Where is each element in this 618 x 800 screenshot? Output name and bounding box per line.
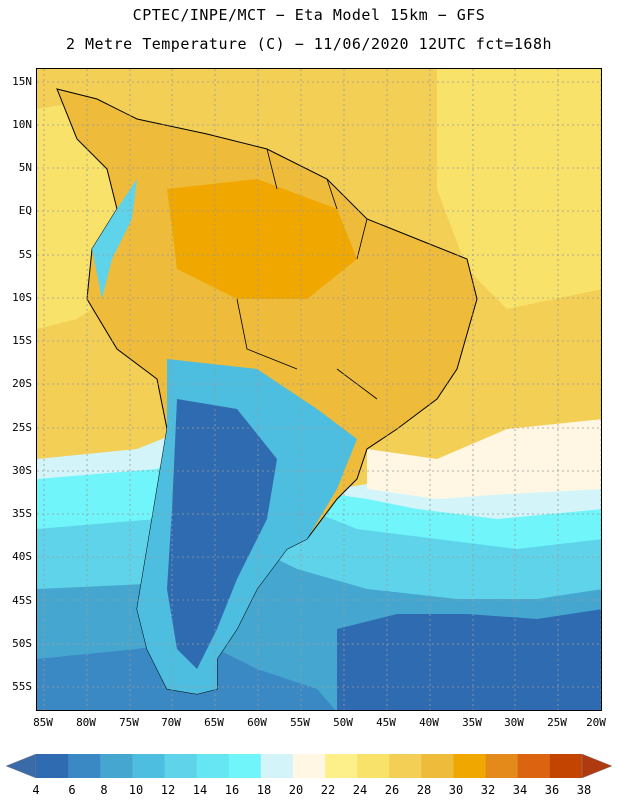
lon-label-35w: 35W [462, 716, 482, 729]
lon-label-20w: 20W [586, 716, 606, 729]
colorbar-right-arrow [581, 754, 612, 778]
colorbar-label-14: 14 [192, 783, 208, 797]
lat-label-30s: 30S [12, 464, 32, 477]
lon-label-65w: 65W [204, 716, 224, 729]
colorbar-label-24: 24 [352, 783, 368, 797]
lat-label-5n: 5N [18, 161, 32, 174]
lat-label-15s: 15S [12, 334, 32, 347]
lon-label-70w: 70W [161, 716, 181, 729]
map-title-line1: CPTEC/INPE/MCT − Eta Model 15km − GFS [132, 6, 486, 24]
lon-label-75w: 75W [119, 716, 139, 729]
colorbar-label-36: 36 [544, 783, 560, 797]
lon-label-55w: 55W [290, 716, 310, 729]
colorbar-cell [68, 754, 101, 778]
patagonia-cold [167, 399, 277, 669]
map-title-line2: 2 Metre Temperature (C) − 11/06/2020 12U… [65, 35, 553, 53]
lon-label-80w: 80W [76, 716, 96, 729]
lon-label-25w: 25W [547, 716, 567, 729]
colorbar-label-26: 26 [384, 783, 400, 797]
colorbar-cell [389, 754, 422, 778]
lat-label-35s: 35S [12, 507, 32, 520]
colorbar-label-18: 18 [256, 783, 272, 797]
colorbar-cell [549, 754, 583, 778]
lat-label-10s: 10S [12, 291, 32, 304]
colorbar-cell [196, 754, 230, 778]
colorbar-label-12: 12 [160, 783, 176, 797]
colorbar-label-32: 32 [480, 783, 496, 797]
lat-label-45s: 45S [12, 594, 32, 607]
lon-label-50w: 50W [333, 716, 353, 729]
colorbar-cell [100, 754, 133, 778]
lat-label-10n: 10N [12, 118, 32, 131]
colorbar-label-30: 30 [448, 783, 464, 797]
colorbar-label-38: 38 [576, 783, 592, 797]
colorbar-cell [228, 754, 262, 778]
colorbar-cell [260, 754, 294, 778]
andes-north-cool [92, 179, 137, 299]
colorbar-label-22: 22 [320, 783, 336, 797]
colorbar [6, 754, 612, 778]
colorbar-cell [325, 754, 358, 778]
lat-label-5s: 5S [18, 248, 32, 261]
colorbar-cell [453, 754, 487, 778]
graticule [37, 69, 601, 710]
lat-label-50s: 50S [12, 637, 32, 650]
colorbar-label-10: 10 [128, 783, 144, 797]
lon-label-40w: 40W [419, 716, 439, 729]
colorbar-label-20: 20 [288, 783, 304, 797]
colorbar-cell [421, 754, 455, 778]
colorbar-cell [164, 754, 198, 778]
colorbar-cell [132, 754, 165, 778]
lon-label-85w: 85W [33, 716, 53, 729]
band-22-24 [367, 419, 601, 499]
colorbar-label-34: 34 [512, 783, 528, 797]
lat-label-eq: EQ [18, 204, 32, 217]
lat-label-20s: 20S [12, 377, 32, 390]
colorbar-label-28: 28 [416, 783, 432, 797]
colorbar-label-16: 16 [224, 783, 240, 797]
colorbar-cell [485, 754, 519, 778]
colorbar-label-6: 6 [68, 783, 76, 797]
lon-label-45w: 45W [376, 716, 396, 729]
lat-label-55s: 55S [12, 680, 32, 693]
colorbar-cell [517, 754, 551, 778]
colorbar-left-arrow [6, 754, 37, 778]
lon-label-30w: 30W [504, 716, 524, 729]
lat-label-40s: 40S [12, 550, 32, 563]
atlantic-north-band [437, 69, 601, 309]
lat-label-25s: 25S [12, 421, 32, 434]
temperature-map [36, 68, 602, 711]
colorbar-cell [357, 754, 390, 778]
amazon-hot-core [167, 179, 357, 299]
colorbar-label-8: 8 [100, 783, 108, 797]
colorbar-label-4: 4 [32, 783, 40, 797]
band-6-8-ocean [337, 609, 601, 710]
colorbar-cell [292, 754, 326, 778]
colorbar-cell [36, 754, 69, 778]
country-borders [236, 148, 378, 400]
lon-label-60w: 60W [247, 716, 267, 729]
lat-label-15n: 15N [12, 75, 32, 88]
